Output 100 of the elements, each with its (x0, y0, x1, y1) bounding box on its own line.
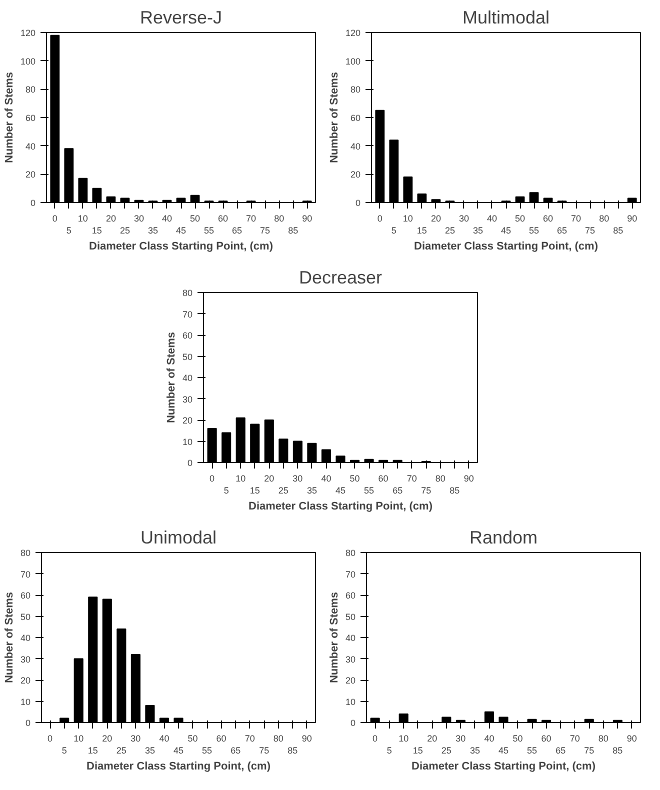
x-tick-label: 20 (427, 734, 438, 744)
x-tick-label: 70 (571, 214, 582, 224)
x-tick-label: 85 (288, 226, 298, 236)
y-tick-label: 10 (20, 696, 31, 707)
x-tick-label: 90 (302, 214, 312, 224)
x-tick-label: 5 (66, 226, 72, 236)
y-tick-label: 20 (182, 416, 193, 426)
x-tick-label: 15 (412, 746, 423, 756)
x-tick-label: 35 (148, 226, 158, 236)
y-tick-label: 50 (345, 612, 356, 622)
x-tick-label: 70 (406, 474, 417, 484)
x-tick-label: 5 (62, 746, 67, 756)
x-tick-label: 75 (585, 226, 596, 236)
y-tick-label: 60 (345, 590, 356, 600)
x-tick-label: 75 (421, 486, 432, 496)
y-tick-label: 40 (25, 141, 36, 152)
y-tick-label: 60 (350, 113, 361, 123)
y-tick-label: 0 (355, 198, 361, 208)
x-tick-label: 0 (48, 734, 53, 744)
y-tick-label: 0 (187, 458, 193, 468)
y-tick-label: 60 (25, 113, 36, 123)
y-tick-label: 20 (25, 170, 36, 180)
x-tick-label: 30 (456, 734, 466, 744)
x-tick-label: 10 (74, 734, 84, 744)
x-tick-label: 55 (364, 486, 374, 496)
y-tick-label: 30 (345, 654, 356, 664)
x-tick-label: 45 (500, 226, 512, 236)
x-tick-label: 5 (391, 226, 396, 236)
x-tick-label: 65 (230, 746, 241, 756)
x-tick-label: 70 (244, 734, 255, 744)
y-tick-label: 80 (350, 84, 361, 95)
x-tick-label: 45 (176, 226, 186, 236)
y-tick-label: 70 (345, 569, 356, 580)
x-tick-label: 50 (190, 214, 200, 224)
x-tick-label: 30 (130, 734, 141, 744)
x-tick-label: 15 (250, 486, 260, 496)
x-tick-label: 75 (260, 226, 270, 236)
chart-title: Reverse-J (140, 8, 222, 28)
chart-title: Random (469, 528, 538, 548)
y-tick-label: 100 (345, 56, 361, 66)
chart-title: Decreaser (298, 268, 382, 288)
y-tick-label: 80 (20, 548, 31, 558)
x-tick-label: 40 (321, 474, 332, 484)
x-tick-label: 75 (259, 746, 270, 756)
x-tick-label: 70 (570, 734, 580, 744)
y-tick-label: 70 (182, 309, 193, 320)
x-tick-label: 35 (144, 746, 155, 756)
x-tick-label: 50 (512, 734, 523, 744)
x-tick-label: 25 (278, 486, 288, 496)
y-tick-label: 60 (182, 330, 193, 340)
y-tick-label: 120 (20, 28, 36, 38)
x-tick-label: 80 (274, 214, 284, 224)
y-tick-label: 80 (345, 548, 356, 558)
x-tick-label: 40 (162, 214, 172, 224)
x-tick-label: 10 (78, 214, 88, 224)
y-tick-label: 20 (20, 676, 31, 686)
x-axis-title: Diameter Class Starting Point, (cm) (89, 240, 274, 252)
y-tick-label: 0 (25, 718, 31, 728)
y-axis-title: Number of Stems (3, 592, 16, 684)
x-tick-label: 90 (302, 734, 312, 744)
x-tick-label: 40 (486, 214, 497, 224)
x-tick-label: 85 (288, 746, 298, 756)
x-tick-label: 65 (392, 486, 403, 496)
x-tick-label: 75 (584, 746, 594, 756)
y-tick-label: 120 (345, 28, 361, 38)
y-tick-label: 0 (30, 198, 36, 208)
x-tick-label: 80 (599, 214, 610, 224)
x-tick-label: 60 (218, 214, 228, 224)
y-axis-title: Number of Stems (3, 72, 16, 164)
x-tick-label: 25 (120, 226, 130, 236)
y-tick-label: 0 (350, 718, 356, 728)
x-tick-label: 20 (430, 214, 441, 224)
y-axis-title: Number of Stems (165, 332, 178, 424)
y-tick-label: 50 (20, 612, 31, 622)
x-tick-label: 85 (612, 746, 623, 756)
x-tick-label: 85 (450, 486, 460, 496)
x-tick-label: 55 (527, 746, 538, 756)
x-tick-label: 15 (92, 226, 102, 236)
x-tick-label: 65 (557, 226, 568, 236)
x-tick-label: 15 (88, 746, 98, 756)
x-tick-label: 25 (441, 746, 452, 756)
x-axis-title: Diameter Class Starting Point, (cm) (86, 760, 271, 772)
chart-title: Unimodal (140, 528, 217, 548)
x-tick-label: 65 (232, 226, 242, 236)
x-tick-label: 45 (335, 486, 346, 496)
y-axis-title: Number of Stems (328, 592, 340, 684)
x-tick-label: 35 (472, 226, 483, 236)
x-tick-label: 20 (106, 214, 116, 224)
y-tick-label: 20 (345, 676, 356, 686)
y-tick-label: 40 (182, 373, 193, 383)
x-tick-label: 55 (204, 226, 214, 236)
x-tick-label: 10 (402, 214, 413, 224)
x-tick-label: 25 (116, 746, 126, 756)
x-tick-label: 55 (529, 226, 540, 236)
x-tick-label: 30 (458, 214, 469, 224)
x-tick-label: 30 (134, 214, 144, 224)
y-tick-label: 50 (182, 352, 193, 362)
x-tick-label: 60 (378, 474, 388, 484)
chart-title: Multimodal (462, 8, 550, 28)
x-tick-label: 50 (515, 214, 526, 224)
